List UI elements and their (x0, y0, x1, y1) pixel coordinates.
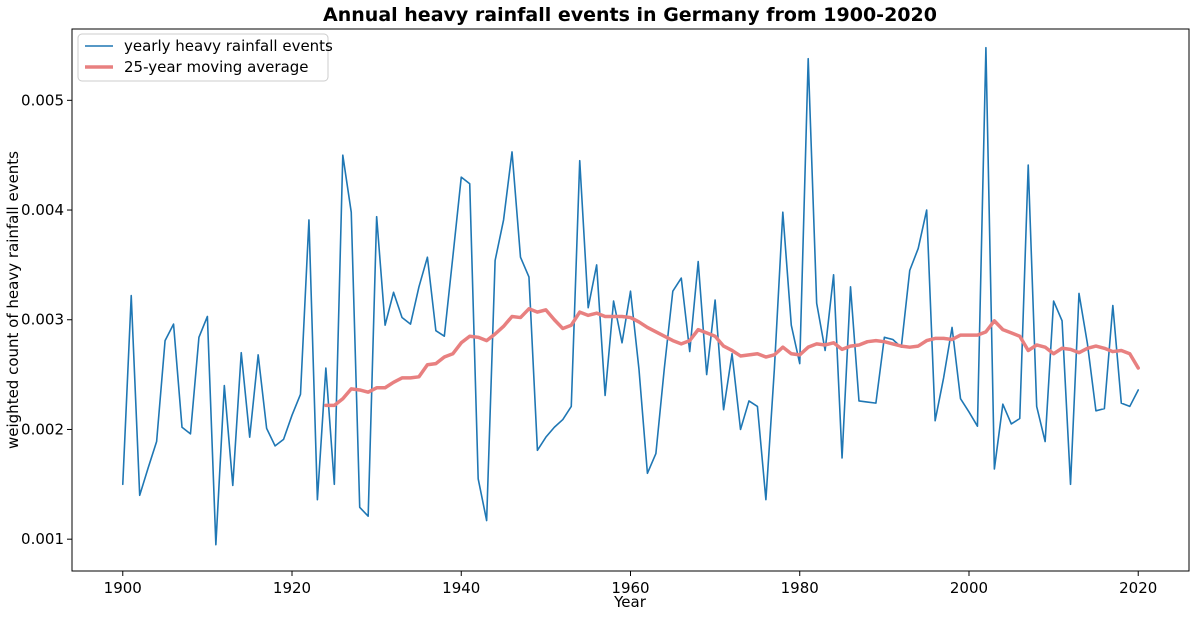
series-line-25-year-moving-average (324, 307, 1140, 408)
x-tick-label: 1940 (442, 579, 480, 597)
chart-title: Annual heavy rainfall events in Germany … (323, 4, 937, 26)
x-tick-label: 1920 (273, 579, 311, 597)
y-tick-label: 0.003 (21, 311, 64, 329)
y-tick-label: 0.005 (21, 91, 64, 109)
x-tick-label: 1900 (104, 579, 142, 597)
legend-box (77, 33, 329, 82)
series-line-yearly-heavy-rainfall-events (121, 46, 1140, 546)
legend: yearly heavy rainfall events 25-year mov… (77, 33, 333, 82)
x-tick-label: 2020 (1119, 579, 1157, 597)
legend-label-yearly: yearly heavy rainfall events (124, 37, 333, 55)
plot-area (121, 46, 1140, 546)
y-axis-label: weighted count of heavy rainfall events (4, 151, 22, 449)
y-axis: 0.001 0.002 0.003 0.004 0.005 (21, 91, 72, 548)
x-tick-label: 2000 (950, 579, 988, 597)
legend-label-moving-average: 25-year moving average (124, 58, 309, 76)
x-tick-label: 1980 (781, 579, 819, 597)
y-tick-label: 0.001 (21, 530, 64, 548)
x-tick-label: 1960 (611, 579, 649, 597)
x-axis-label: Year (613, 593, 647, 611)
y-tick-label: 0.002 (21, 420, 64, 438)
x-axis: 1900 1920 1940 1960 1980 2000 2020 (104, 571, 1157, 597)
y-tick-label: 0.004 (21, 201, 64, 219)
